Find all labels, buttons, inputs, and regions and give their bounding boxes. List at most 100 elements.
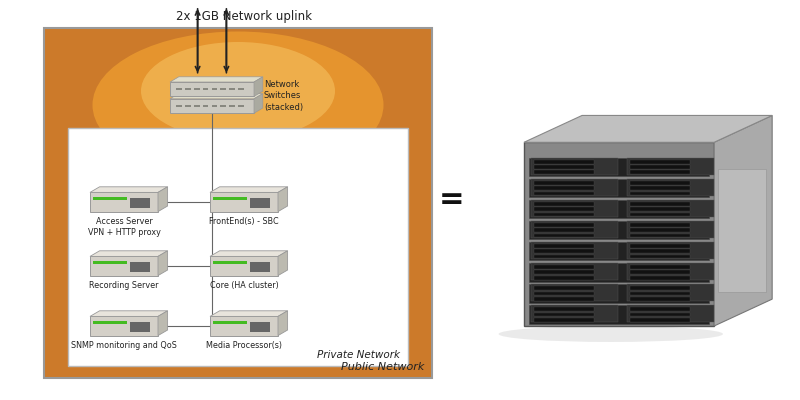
Polygon shape xyxy=(170,77,262,82)
Bar xyxy=(630,244,690,248)
Bar xyxy=(627,242,714,259)
Bar xyxy=(213,197,247,200)
Bar xyxy=(630,207,690,211)
Bar xyxy=(238,88,244,90)
Bar xyxy=(529,179,710,197)
Bar xyxy=(529,221,710,240)
Bar xyxy=(534,244,594,248)
Bar xyxy=(534,212,594,216)
Bar xyxy=(177,105,182,107)
Bar xyxy=(630,160,690,164)
Bar xyxy=(221,88,226,90)
Bar xyxy=(630,165,690,169)
Polygon shape xyxy=(278,251,288,276)
Bar xyxy=(630,223,690,227)
Text: Private Network: Private Network xyxy=(317,350,400,360)
Polygon shape xyxy=(210,187,288,192)
Bar xyxy=(534,255,594,258)
Ellipse shape xyxy=(93,32,383,178)
FancyBboxPatch shape xyxy=(210,316,278,336)
Bar xyxy=(627,284,714,301)
Bar xyxy=(203,105,209,107)
Bar xyxy=(534,170,594,174)
Text: SNMP monitoring and QoS: SNMP monitoring and QoS xyxy=(71,341,177,350)
Polygon shape xyxy=(90,251,168,256)
Text: Media Processor(s): Media Processor(s) xyxy=(206,341,282,350)
Bar xyxy=(230,105,235,107)
Bar xyxy=(529,200,710,218)
Bar xyxy=(534,192,594,195)
Polygon shape xyxy=(210,311,288,316)
Polygon shape xyxy=(158,187,168,212)
Polygon shape xyxy=(524,142,714,326)
Bar xyxy=(630,170,690,174)
Bar xyxy=(630,318,690,322)
Bar xyxy=(534,202,594,206)
Bar xyxy=(627,200,714,217)
Bar xyxy=(529,263,710,282)
Bar xyxy=(534,297,594,300)
Bar xyxy=(630,307,690,311)
Text: Core (HA cluster): Core (HA cluster) xyxy=(210,281,278,290)
Bar xyxy=(529,284,710,302)
Bar xyxy=(534,276,594,280)
Text: FrontEnd(s) - SBC: FrontEnd(s) - SBC xyxy=(209,217,279,226)
Bar xyxy=(718,169,766,292)
Bar xyxy=(531,158,618,175)
Bar xyxy=(531,221,618,238)
Bar xyxy=(250,322,270,332)
Polygon shape xyxy=(278,311,288,336)
Bar xyxy=(630,255,690,258)
Bar xyxy=(531,284,618,301)
Text: =: = xyxy=(439,186,465,214)
Bar xyxy=(534,265,594,269)
Bar xyxy=(534,223,594,227)
Bar xyxy=(630,234,690,238)
Bar xyxy=(630,212,690,216)
Bar xyxy=(534,318,594,322)
Bar xyxy=(534,186,594,190)
Bar xyxy=(203,88,209,90)
FancyBboxPatch shape xyxy=(90,256,158,276)
Polygon shape xyxy=(170,94,262,99)
Bar xyxy=(534,250,594,253)
Bar xyxy=(93,197,127,200)
Bar xyxy=(93,261,127,264)
Bar xyxy=(627,305,714,322)
Bar xyxy=(529,242,710,260)
Bar xyxy=(213,321,247,324)
Bar xyxy=(130,322,150,332)
Bar xyxy=(238,105,244,107)
Bar xyxy=(627,221,714,238)
Polygon shape xyxy=(278,187,288,212)
Bar xyxy=(93,321,127,324)
Bar xyxy=(534,292,594,295)
Bar xyxy=(630,192,690,195)
Bar xyxy=(627,179,714,196)
Bar xyxy=(177,88,182,90)
Bar xyxy=(627,158,714,175)
Bar xyxy=(534,307,594,311)
FancyBboxPatch shape xyxy=(44,28,432,378)
Bar xyxy=(534,165,594,169)
Bar xyxy=(529,158,710,176)
Bar xyxy=(531,179,618,196)
Text: Access Server
VPN + HTTP proxy: Access Server VPN + HTTP proxy xyxy=(87,217,161,237)
Polygon shape xyxy=(90,311,168,316)
Bar xyxy=(250,262,270,272)
Bar xyxy=(630,312,690,316)
FancyBboxPatch shape xyxy=(170,99,254,113)
Bar xyxy=(630,292,690,295)
Polygon shape xyxy=(158,251,168,276)
Bar xyxy=(211,88,218,90)
FancyBboxPatch shape xyxy=(170,82,254,96)
FancyBboxPatch shape xyxy=(90,192,158,212)
Bar xyxy=(230,88,235,90)
Bar xyxy=(630,265,690,269)
Bar xyxy=(211,105,218,107)
Polygon shape xyxy=(524,116,772,142)
Polygon shape xyxy=(158,311,168,336)
Ellipse shape xyxy=(141,42,335,140)
Bar xyxy=(250,198,270,208)
Bar xyxy=(630,286,690,290)
